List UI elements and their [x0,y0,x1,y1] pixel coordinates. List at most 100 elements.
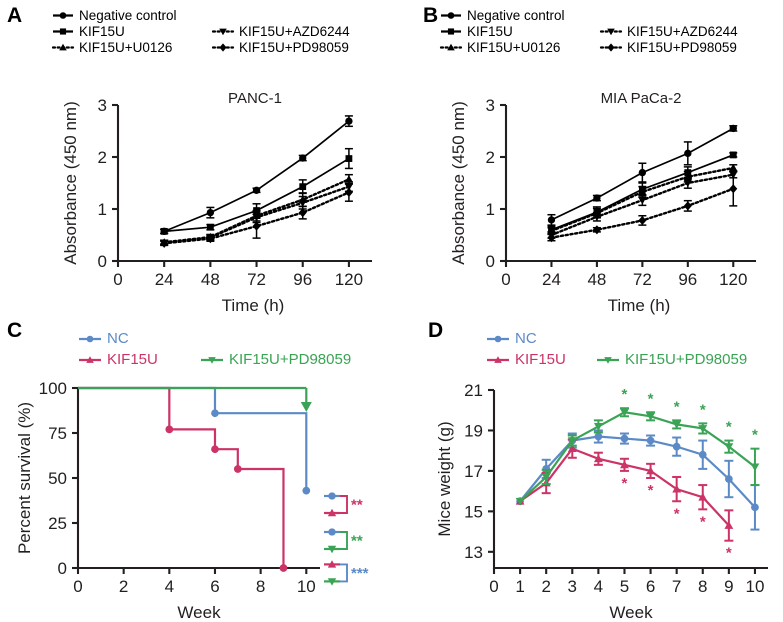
censor-arrow-icon [300,402,312,412]
x-tick-label: 48 [201,270,220,289]
x-tick-label: 0 [501,270,510,289]
legend-label: KIF15U+PD98059 [239,40,349,55]
significance-star: * [674,505,680,522]
data-point-marker [698,425,708,433]
survival-curve-kif15u-pd98059 [78,386,312,412]
x-tick-label: 24 [542,270,561,289]
data-point-marker [206,234,215,244]
legend-label: NC [107,330,129,347]
x-axis-title: Time (h) [222,296,285,315]
legend-label: KIF15U+PD98059 [625,351,748,368]
legend-row: KIF15U+U0126 KIF15U+PD98059 [51,40,360,55]
x-tick-label: 6 [210,577,219,596]
axis-lines [504,105,756,263]
legend-item-kif15u: KIF15U [440,24,590,39]
panel-c: C NC KIF15U KIF15U+PD98059 0 25 50 75 100 0 2 4 6 8… [0,312,420,622]
data-point-marker [724,521,734,529]
significance-star: * [648,390,654,407]
data-point-marker [328,492,336,500]
legend-row: Negative control [52,8,360,23]
significance-star: * [648,482,654,499]
x-tick-label: 120 [335,270,363,289]
x-tick-label: 2 [541,577,550,596]
survival-curve-kif15u [78,386,288,572]
legend-item-kif15u-u0126: KIF15U+U0126 [51,40,202,55]
x-axis-title: Week [609,603,653,622]
legend-label: KIF15U [515,351,566,368]
data-point-marker [345,117,353,125]
data-point-marker [328,528,336,536]
data-point-marker [547,216,556,224]
x-tick-label: 0 [113,270,122,289]
x-tick-label: 10 [745,577,764,596]
y-tick-label: 25 [48,514,67,533]
legend-swatch-diamond-icon [211,43,235,52]
data-point-marker [279,564,288,572]
data-point-marker [233,465,242,473]
legend-label: KIF15U [79,24,125,39]
x-tick-label: 4 [165,577,174,596]
data-point-marker [302,486,311,495]
panel-letter-c: C [7,319,23,342]
x-axis-title: Time (h) [608,296,671,315]
panel-c-legend: NC KIF15U KIF15U+PD98059 [78,330,361,372]
plot-title: PANC-1 [228,90,282,107]
data-point-marker [547,233,556,243]
legend-item-kif15u-pd98059: KIF15U+PD98059 [599,40,737,55]
legend-label: NC [515,330,537,347]
legend-row: KIF15U KIF15U+PD98059 [78,351,361,368]
series-kif15u-pd98059 [160,182,353,248]
legend-row: KIF15U KIF15U+PD98059 [486,351,757,368]
data-point-marker [592,213,602,221]
significance-star: * [622,386,628,403]
data-point-marker [620,408,629,417]
y-tick-label: 0 [98,252,107,271]
y-tick-label: 21 [464,381,483,400]
data-point-marker [160,238,169,248]
legend-swatch-circle-icon [441,12,461,19]
significance-bracket-3: *** [324,560,369,586]
y-tick-label: 15 [464,502,483,521]
x-tick-label: 2 [119,577,128,596]
data-point-marker [344,187,353,197]
legend-swatch-triangle-down-icon [597,356,619,364]
data-point-marker [646,412,655,421]
legend-row: NC [486,330,757,347]
significance-star: * [622,475,628,492]
legend-label: KIF15U+PD98059 [627,40,737,55]
legend-swatch-triangle-up-icon [487,355,509,363]
series-nc [516,429,760,531]
legend-swatch-triangle-up-icon [51,43,75,51]
data-point-marker [447,28,455,35]
y-tick-label: 100 [39,379,67,398]
panel-letter-a: A [7,4,23,27]
series-kif15u [160,147,353,235]
legend-row: KIF15U KIF15U+AZD6244 [52,24,360,39]
data-point-marker [638,168,647,177]
legend-label: KIF15U [467,24,513,39]
data-point-marker [638,187,647,196]
data-point-marker [646,466,655,475]
data-point-marker [750,463,760,472]
data-point-marker [593,423,603,431]
data-point-marker [567,444,577,453]
x-tick-label: 120 [719,270,747,289]
data-point-marker [751,503,759,512]
significance-stars: ** [351,497,363,514]
legend-item-kif15u-azd6244: KIF15U+AZD6244 [599,24,738,39]
y-tick-label: 50 [48,469,67,488]
legend-item-kif15u-pd98059: KIF15U+PD98059 [211,40,349,55]
panel-b: B Negative control KIF15U KIF15U+AZD6244 KI… [398,0,783,315]
series-kif15u-pd98059 [547,170,738,243]
legend-label: Negative control [467,8,565,23]
legend-row: KIF15U KIF15U+AZD6244 [440,24,748,39]
y-tick-label: 2 [486,148,495,167]
significance-star: * [700,513,706,530]
x-tick-label: 4 [594,577,603,596]
legend-label: KIF15U+PD98059 [229,351,352,368]
x-tick-label: 0 [489,577,498,596]
data-point-marker [494,355,502,363]
legend-swatch-diamond-icon [599,43,623,52]
data-point-marker [638,215,647,226]
x-tick-label: 24 [155,270,174,289]
